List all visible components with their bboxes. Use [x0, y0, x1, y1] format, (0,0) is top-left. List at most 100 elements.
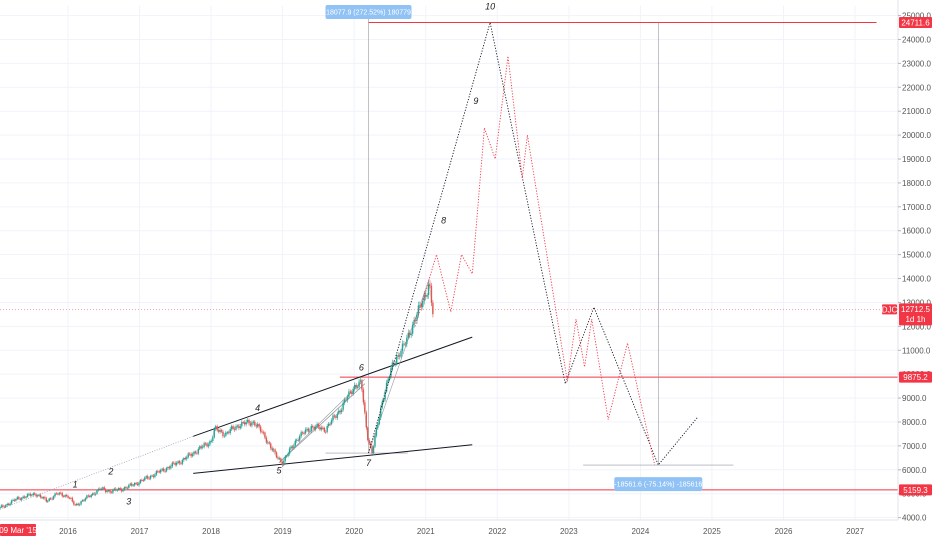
price-tag-label: 12712.5 — [901, 305, 930, 314]
candle-body — [413, 320, 415, 325]
candle-body — [356, 387, 359, 389]
candle-body — [12, 499, 14, 501]
candle-body — [94, 493, 97, 495]
candle-body — [5, 505, 7, 508]
candle-body — [288, 448, 291, 454]
candle-body — [113, 488, 116, 490]
candle-body — [118, 488, 120, 490]
candle-body — [93, 493, 95, 495]
candle-body — [222, 431, 224, 437]
candle-body — [290, 446, 292, 449]
y-tick-label: 18000.0 — [902, 179, 931, 188]
price-tags: 24711.6 DJC 12712.51d 1h 9875.2 5159.3 09 Mar… — [0, 16, 932, 536]
candle-body — [165, 468, 168, 472]
y-tick-label: 11000.0 — [902, 346, 931, 355]
candle-body — [171, 462, 173, 467]
candle-body — [313, 427, 315, 430]
candle-body — [239, 426, 242, 429]
candle-body — [346, 396, 349, 401]
trend-lines[interactable] — [0, 278, 473, 510]
candle-body — [404, 343, 407, 345]
x-tick-label: 2018 — [202, 527, 220, 536]
candle-body — [283, 461, 285, 466]
candle-body — [378, 417, 381, 425]
candle-body — [309, 430, 311, 432]
grid — [0, 6, 898, 520]
candle-body — [217, 429, 220, 432]
candle-body — [23, 496, 26, 498]
candle-body — [144, 477, 146, 481]
candle-body — [80, 501, 82, 505]
candle-body — [55, 493, 58, 495]
candle-body — [365, 412, 368, 428]
candle-body — [258, 424, 260, 427]
candle-body — [152, 475, 155, 478]
y-tick-label: 17000.0 — [902, 203, 931, 212]
candle-body — [28, 493, 30, 495]
candle-body — [335, 416, 337, 418]
candle-body — [306, 428, 308, 430]
candle-body — [126, 487, 129, 489]
candle-body — [233, 428, 236, 430]
candle-body — [148, 478, 150, 480]
candle-body — [103, 487, 105, 490]
candle-body — [327, 423, 330, 426]
candle-body — [181, 460, 184, 464]
candle-body — [38, 494, 40, 496]
candle-body — [268, 442, 270, 444]
candle-body — [74, 504, 76, 506]
candle-body — [58, 492, 61, 495]
candle-body — [274, 449, 276, 453]
candle-body — [371, 446, 373, 454]
candle-body — [243, 422, 246, 425]
candle-body — [6, 504, 8, 506]
candle-body — [120, 489, 123, 492]
candle-body — [358, 381, 360, 388]
y-tick-label: 25000.0 — [902, 12, 931, 21]
candle-body — [34, 493, 36, 495]
x-tick-label: 2019 — [274, 527, 292, 536]
candle-body — [49, 498, 52, 500]
candle-body — [349, 391, 352, 393]
candle-body — [68, 497, 71, 499]
candle-body — [261, 431, 263, 433]
candle-body — [396, 357, 398, 364]
candle-body — [132, 485, 134, 487]
candle-body — [410, 333, 412, 336]
candle-body — [87, 495, 90, 497]
price-series — [0, 283, 434, 509]
candle-body — [330, 420, 333, 425]
x-tick-label: 2021 — [417, 527, 435, 536]
candle-body — [285, 455, 288, 457]
candle-body — [0, 505, 3, 508]
candle-body — [338, 410, 340, 414]
candle-body — [429, 284, 431, 286]
candle-body — [426, 295, 428, 297]
trendline-dotted-early — [0, 435, 194, 510]
candle-body — [184, 458, 187, 460]
candle-body — [18, 497, 20, 499]
candle-body — [77, 503, 79, 506]
candle-body — [270, 443, 272, 449]
candle-body — [212, 437, 214, 442]
candle-body — [136, 483, 139, 486]
y-tick-label: 19000.0 — [902, 155, 931, 164]
x-tick-label: 2017 — [131, 527, 149, 536]
symbol-tag-label: DJC — [882, 305, 898, 314]
projections[interactable] — [368, 22, 698, 466]
candle-body — [323, 427, 326, 432]
candle-body — [314, 426, 317, 430]
candle-body — [246, 419, 249, 422]
price-axis[interactable]: 4000.05000.06000.07000.08000.09000.01000… — [0, 0, 931, 536]
candle-body — [207, 444, 210, 447]
candle-body — [91, 493, 94, 495]
candle-body — [245, 421, 247, 425]
candle-body — [164, 471, 166, 472]
candle-body — [115, 488, 117, 491]
projection-red-path — [414, 56, 656, 466]
candle-body — [303, 433, 305, 435]
candle-body — [339, 410, 341, 413]
wave-label-5: 5 — [277, 465, 283, 475]
candle-body — [317, 424, 320, 427]
